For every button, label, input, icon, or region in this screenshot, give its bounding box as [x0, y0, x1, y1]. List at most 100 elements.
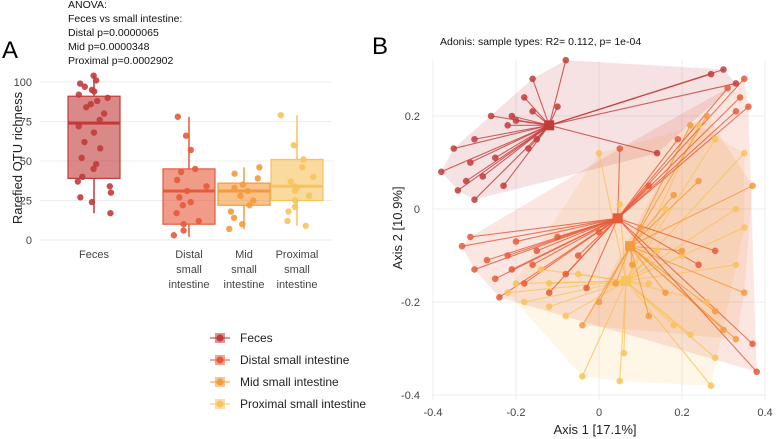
b-x-tick--0.4: -0.4 [424, 407, 443, 419]
a-point-proximal [300, 156, 307, 163]
a-point-mid [254, 175, 262, 182]
b-point-proximal [562, 312, 570, 320]
b-point-distal [471, 266, 478, 273]
a-x-label-mid: small [231, 264, 257, 276]
a-y-tick-50: 50 [20, 156, 32, 168]
b-point-proximal [521, 298, 528, 306]
b-point-proximal [653, 247, 661, 255]
b-spoke-feces [511, 115, 550, 126]
b-spoke-distal [536, 217, 618, 252]
b-spoke-distal [461, 217, 618, 247]
a-x-label-feces: Feces [79, 249, 109, 261]
a-point-distal [180, 227, 187, 234]
a-point-proximal [291, 187, 298, 195]
a-point-proximal [299, 164, 306, 171]
a-point-proximal [290, 142, 298, 149]
b-point-mid [595, 298, 603, 306]
b-point-distal [467, 233, 474, 241]
b-point-mid [678, 247, 686, 255]
a-y-tick-0: 0 [26, 235, 32, 247]
b-hull-feces [441, 60, 736, 200]
b-point-feces [732, 80, 740, 87]
a-point-mid [231, 184, 238, 192]
a-point-feces [106, 183, 114, 190]
panel-a-annotation: ANOVA: Feces vs small intestine: Distal p=… [68, 0, 182, 67]
legend-marker-mid [216, 378, 224, 386]
b-spoke-mid [629, 245, 745, 294]
a-point-feces [96, 145, 104, 152]
b-centroid-mid [625, 241, 636, 252]
a-x-label-proximal: small [284, 264, 310, 276]
b-point-proximal [579, 373, 586, 380]
legend-label-distal: Distal small intestine [240, 353, 350, 367]
a-point-mid [239, 181, 247, 188]
b-spoke-proximal [625, 264, 737, 282]
legend-marker-feces [216, 334, 224, 342]
b-spoke-distal [617, 217, 699, 266]
a-y-tick-25: 25 [20, 196, 32, 208]
b-point-feces [529, 75, 536, 83]
panel-a-letter: A [2, 37, 18, 64]
b-spoke-feces [494, 124, 550, 159]
b-point-feces [450, 145, 458, 152]
a-point-mid [237, 192, 244, 199]
b-point-distal [753, 368, 760, 376]
b-point-feces [554, 103, 561, 110]
b-x-tick-0.2: 0.2 [674, 407, 689, 419]
a-point-distal [174, 113, 182, 120]
b-spoke-feces [549, 124, 658, 154]
b-spoke-distal [557, 217, 618, 238]
b-point-distal [491, 275, 499, 283]
b-spoke-mid [615, 245, 631, 284]
b-spoke-mid [629, 245, 737, 340]
b-spoke-proximal [619, 281, 627, 382]
panel-a-boxes [67, 72, 324, 239]
a-point-proximal [277, 111, 284, 119]
a-x-label-distal: Distal [175, 249, 203, 261]
b-point-mid [732, 335, 740, 343]
b-spoke-proximal [625, 280, 712, 387]
a-x-label-mid: Mid [235, 249, 253, 261]
a-point-feces [74, 178, 82, 185]
b-point-mid [720, 326, 727, 334]
b-spoke-distal [577, 217, 619, 256]
a-point-proximal [310, 173, 317, 180]
a-box-distal [162, 168, 216, 225]
b-point-distal [562, 270, 570, 278]
b-point-proximal [616, 377, 624, 385]
b-point-proximal [670, 321, 677, 329]
b-point-mid [645, 312, 653, 320]
b-point-proximal [740, 224, 748, 231]
b-point-feces [533, 135, 541, 143]
b-point-distal [736, 94, 744, 101]
a-point-mid [256, 164, 263, 171]
a-x-label-distal: intestine [169, 279, 210, 291]
b-spoke-mid [629, 180, 699, 247]
a-point-distal [203, 183, 210, 190]
b-point-feces [653, 149, 661, 157]
a-annotation-line: Mid p=0.0000348 [68, 41, 150, 53]
b-point-distal [529, 261, 536, 269]
b-point-distal [574, 252, 582, 259]
b-point-mid [612, 280, 619, 287]
a-point-distal [173, 176, 181, 184]
a-point-feces [79, 173, 86, 180]
a-point-feces [75, 123, 82, 130]
a-point-feces [75, 91, 83, 98]
a-point-distal [187, 198, 194, 206]
legend-label-feces: Feces [240, 331, 273, 345]
b-spoke-feces [503, 124, 550, 187]
a-point-distal [179, 202, 187, 209]
panel-a-y-ticks: 0 25 50 75 100 [14, 77, 32, 247]
b-point-distal [508, 266, 516, 273]
panel-a-y-label: Rarefied OTU richness [10, 91, 25, 224]
a-box-proximal [270, 158, 324, 202]
panel-a-x-labels: Feces Distal small intestine Mid small intesti… [79, 249, 318, 291]
b-spoke-feces [549, 68, 724, 126]
a-point-mid [230, 214, 238, 222]
legend-item-proximal: Proximal small intestine [210, 397, 366, 411]
a-point-feces [96, 116, 103, 124]
a-point-distal [170, 232, 178, 239]
b-spoke-feces [465, 124, 550, 182]
b-point-mid [670, 191, 677, 199]
